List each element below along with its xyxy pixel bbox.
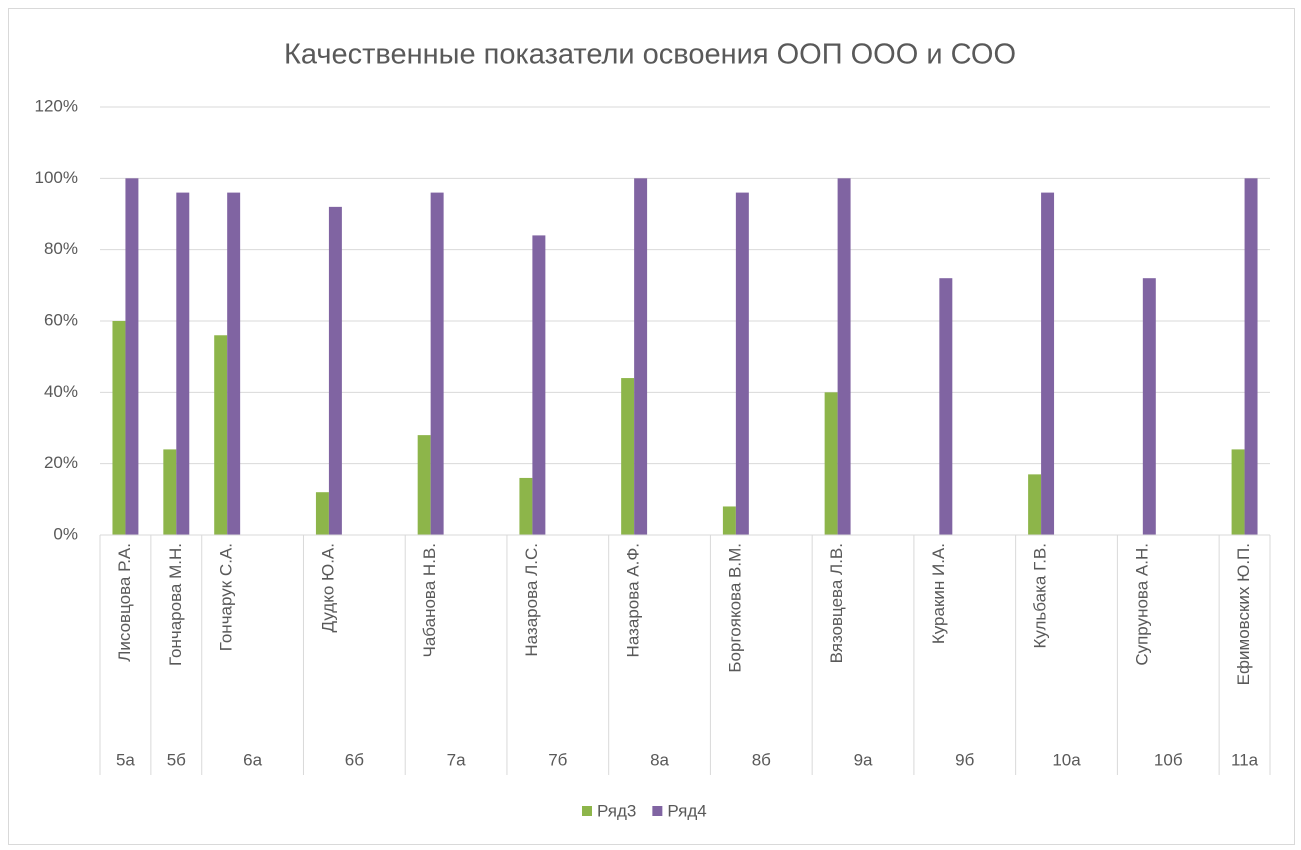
bar <box>621 378 635 535</box>
group-label: 7а <box>447 750 466 769</box>
x-tick-label: Дудко Ю.А. <box>318 543 337 633</box>
x-tick-label: Гончарук С.А. <box>217 543 236 651</box>
bar <box>112 321 126 535</box>
bar <box>634 178 648 536</box>
group-label: 5а <box>116 750 135 769</box>
x-tick-label: Гончарова М.Н. <box>166 543 185 666</box>
x-tick-label: Кульбака Г.В. <box>1031 543 1050 649</box>
legend-swatch <box>582 806 592 816</box>
bar <box>939 278 953 535</box>
group-label: 5б <box>167 750 186 769</box>
bar <box>315 492 329 535</box>
bar <box>214 335 228 535</box>
x-tick-label: Куракин И.А. <box>929 543 948 644</box>
x-tick-label: Лисовцова Р.А. <box>115 543 134 662</box>
bar <box>328 206 342 535</box>
y-tick-label: 100% <box>35 168 78 187</box>
group-label: 10а <box>1052 750 1081 769</box>
bar <box>824 392 838 535</box>
group-label: 8а <box>650 750 669 769</box>
x-tick-label: Боргоякова В.М. <box>725 543 744 673</box>
x-tick-label: Назарова А.Ф. <box>624 543 643 657</box>
group-label: 9б <box>955 750 974 769</box>
bar <box>1041 192 1055 535</box>
bar <box>430 192 444 535</box>
group-label: 7б <box>548 750 567 769</box>
y-tick-label: 0% <box>53 524 78 543</box>
bar <box>1244 178 1258 536</box>
bar <box>1231 449 1245 535</box>
legend-swatch <box>652 806 663 816</box>
group-label: 10б <box>1154 750 1183 769</box>
bar <box>176 192 190 535</box>
group-label: 9а <box>854 750 873 769</box>
x-tick-label: Супрунова А.Н. <box>1132 543 1151 666</box>
x-tick-label: Чабанова Н.В. <box>420 543 439 658</box>
bar <box>735 192 749 535</box>
group-label: 8б <box>752 750 771 769</box>
legend-label: Ряд3 <box>597 801 636 820</box>
bar <box>532 235 546 535</box>
bar <box>837 178 851 536</box>
bar <box>519 477 533 535</box>
bar <box>1028 474 1042 535</box>
x-tick-label: Вязовцева Л.В. <box>827 543 846 663</box>
y-tick-label: 80% <box>44 239 78 258</box>
y-tick-label: 20% <box>44 453 78 472</box>
group-label: 6б <box>345 750 364 769</box>
chart-title: Качественные показатели освоения ООП ООО… <box>284 39 1016 71</box>
bar <box>722 506 736 535</box>
y-tick-label: 40% <box>44 382 78 401</box>
bar <box>417 435 431 535</box>
x-tick-label: Ефимовских Ю.П. <box>1234 543 1253 685</box>
bar <box>163 449 177 535</box>
group-label: 6а <box>243 750 262 769</box>
y-tick-label: 60% <box>44 310 78 329</box>
group-label: 11а <box>1231 750 1259 769</box>
legend-label: Ряд4 <box>667 801 706 820</box>
bar <box>125 178 139 536</box>
y-tick-label: 120% <box>35 96 78 115</box>
bar <box>227 192 241 535</box>
bar <box>1142 278 1156 535</box>
x-tick-label: Назарова Л.С. <box>522 543 541 657</box>
